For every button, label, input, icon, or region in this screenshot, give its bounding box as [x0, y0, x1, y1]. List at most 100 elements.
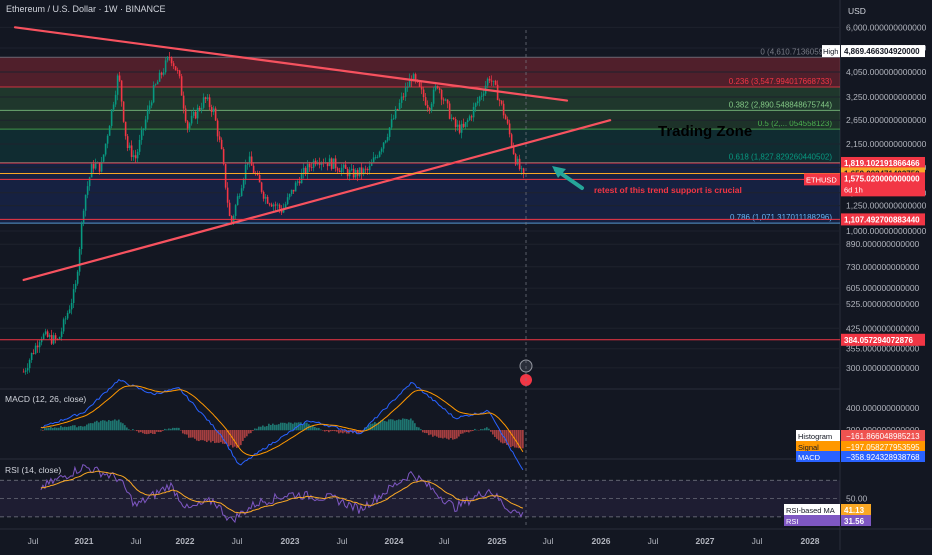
candle-body [175, 66, 177, 70]
macd-histogram-bar [156, 430, 157, 432]
candle-body [241, 188, 243, 196]
macd-histogram-bar [200, 430, 201, 440]
ethusd-price-label: 1,575.020000000000 [844, 174, 920, 183]
candle-body [503, 104, 505, 116]
candle-body [291, 190, 293, 194]
macd-histogram-bar [152, 430, 153, 434]
macd-histogram-bar [462, 430, 463, 433]
candle-body [31, 353, 33, 360]
candle-body [157, 82, 159, 85]
macd-histogram-bar [334, 430, 335, 431]
candle-body [219, 136, 221, 139]
macd-histogram-bar [70, 426, 71, 430]
candle-body [455, 119, 457, 127]
candle-body [297, 181, 299, 182]
candle-body [91, 164, 93, 177]
macd-histogram-bar [300, 422, 301, 430]
level-price-label-1: 1,819.102191866466 [844, 159, 920, 168]
macd-histogram-bar [386, 422, 387, 431]
macd-histogram-bar [204, 430, 205, 441]
macd-histogram-bar [248, 430, 249, 434]
macd-series-value-2: −358.924328938768 [846, 453, 920, 462]
candle-body [301, 173, 303, 183]
candle-body [173, 63, 175, 66]
candle-body [189, 123, 191, 128]
macd-histogram-bar [430, 430, 431, 435]
candle-body [119, 75, 121, 80]
macd-histogram-bar [158, 430, 159, 432]
candle-body [203, 97, 205, 107]
candle-body [257, 174, 259, 175]
macd-histogram-bar [192, 430, 193, 437]
candle-body [207, 97, 209, 99]
macd-histogram-bar [90, 423, 91, 430]
macd-histogram-bar [198, 430, 199, 441]
x-tick-label: 2027 [696, 536, 715, 546]
candle-body [229, 203, 231, 216]
macd-histogram-bar [212, 430, 213, 441]
candle-body [387, 137, 389, 141]
rsi-title: RSI (14, close) [5, 465, 61, 475]
macd-histogram-bar [482, 429, 483, 430]
candle-body [331, 158, 333, 168]
candle-body [517, 159, 519, 165]
candle-body [329, 158, 331, 166]
macd-histogram-bar [458, 430, 459, 437]
y-tick-label: 525.000000000000 [846, 299, 920, 309]
candle-body [307, 164, 309, 174]
macd-histogram-bar [182, 430, 183, 433]
candle-body [65, 318, 67, 319]
candle-body [399, 103, 401, 109]
macd-histogram-bar [142, 430, 143, 433]
macd-histogram-bar [286, 424, 287, 431]
macd-histogram-bar [490, 430, 491, 432]
candle-body [477, 101, 479, 103]
macd-histogram-bar [86, 425, 87, 431]
candle-body [113, 105, 115, 110]
candle-body [127, 136, 129, 148]
macd-histogram-bar [322, 430, 323, 431]
candle-body [347, 169, 349, 176]
x-tick-label: 2021 [75, 536, 94, 546]
macd-histogram-bar [456, 430, 457, 438]
macd-histogram-bar [102, 420, 103, 430]
candle-body [87, 186, 89, 195]
chart-title: Ethereum / U.S. Dollar · 1W · BINANCE [6, 4, 166, 14]
candle-body [481, 96, 483, 97]
macd-series-name-1: Signal [798, 443, 819, 452]
macd-histogram-bar [290, 423, 291, 431]
macd-histogram-bar [42, 430, 43, 431]
macd-histogram-bar [324, 430, 325, 431]
macd-histogram-bar [244, 430, 245, 438]
candle-body [449, 104, 451, 119]
macd-histogram-bar [46, 428, 47, 430]
candle-body [225, 164, 227, 188]
candle-body [123, 102, 125, 122]
macd-histogram-bar [226, 430, 227, 444]
candle-body [379, 152, 381, 157]
macd-histogram-bar [400, 420, 401, 430]
candle-body [193, 112, 195, 116]
candle-body [495, 81, 497, 85]
candle-body [369, 166, 371, 170]
candle-body [67, 313, 69, 319]
macd-histogram-bar [340, 430, 341, 433]
candle-body [423, 90, 425, 98]
candle-body [469, 116, 471, 120]
candle-body [249, 156, 251, 162]
x-tick-label: Jul [28, 536, 39, 546]
candle-body [293, 190, 295, 192]
candle-body [103, 155, 105, 162]
macd-histogram-bar [466, 430, 467, 432]
macd-histogram-bar [60, 426, 61, 430]
macd-histogram-bar [164, 429, 165, 430]
candle-body [215, 109, 217, 121]
macd-histogram-bar [82, 427, 83, 431]
candle-body [55, 335, 57, 339]
x-tick-label: Jul [648, 536, 659, 546]
macd-histogram-bar [138, 430, 139, 433]
candle-body [419, 82, 421, 87]
candle-body [429, 108, 431, 110]
